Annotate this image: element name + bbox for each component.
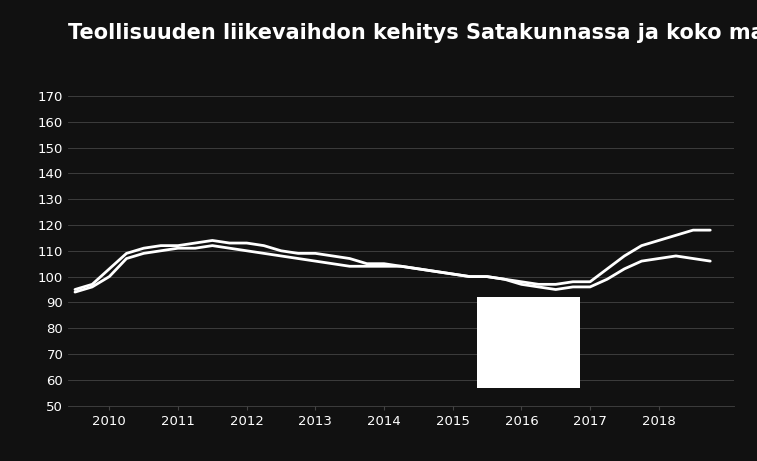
Text: Teollisuuden liikevaihdon kehitys Satakunnassa ja koko maassa (2015=100): Teollisuuden liikevaihdon kehitys Sataku…	[68, 23, 757, 43]
Bar	[477, 297, 580, 388]
